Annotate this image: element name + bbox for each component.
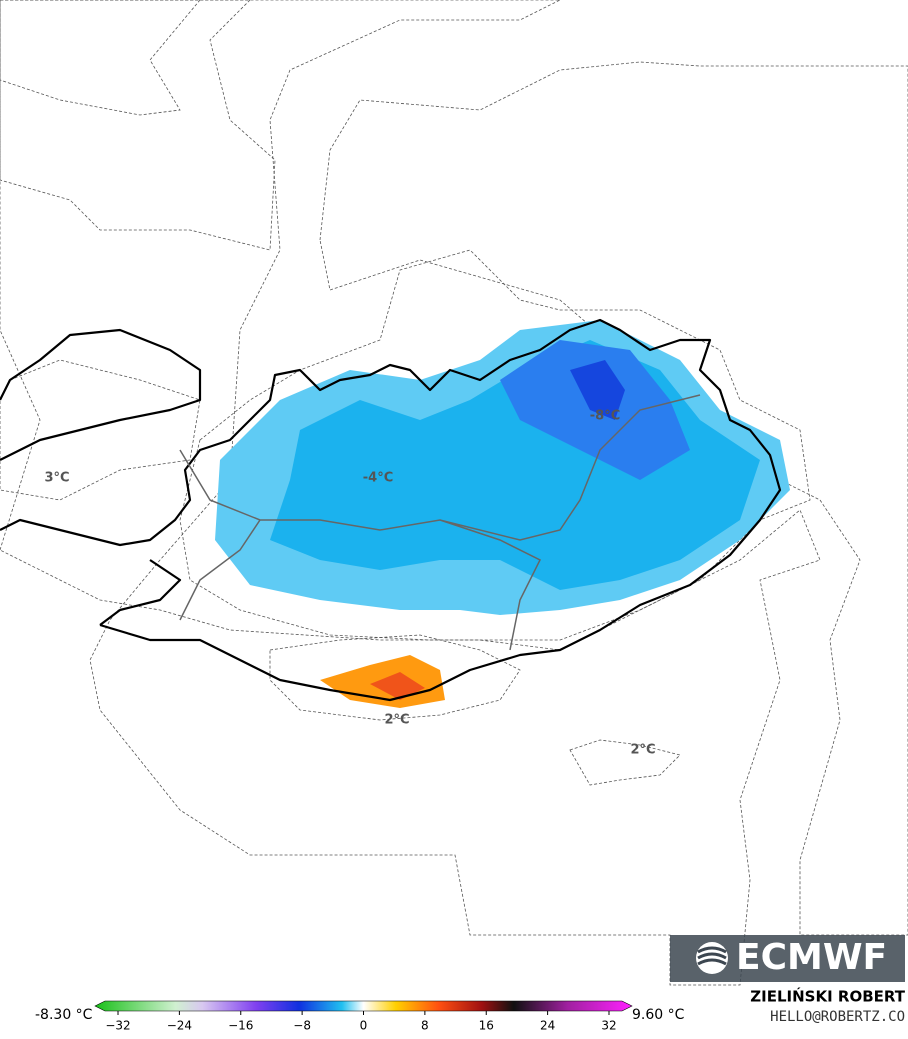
warm-zone-high — [0, 0, 201, 116]
colorbar-tick-label: 8 — [421, 1019, 429, 1033]
colorbar-tick-label: −16 — [228, 1019, 253, 1033]
logo-waves — [697, 946, 727, 966]
cold-darkest — [570, 360, 625, 420]
logo: ECMWF — [670, 935, 905, 982]
contour-label: 3°C — [44, 471, 69, 486]
cold-sky — [179, 249, 811, 641]
colorbar-tick-label: 16 — [479, 1019, 494, 1033]
contour-label: -8°C — [590, 409, 620, 424]
contour-label: 2°C — [630, 743, 655, 758]
colorbar-max: 9.60 °C — [632, 1007, 685, 1023]
colorbar: -8.30 °C 9.60 °C −32 −24 −16 −8 0 8 16 24 32 — [35, 1000, 685, 1033]
map: 3°C -4°C -8°C 2°C 2°C — [0, 0, 908, 986]
roads — [179, 394, 701, 651]
colorbar-tick-label: 32 — [601, 1019, 616, 1033]
warm-south — [269, 634, 521, 721]
colorbar-tick-label: −8 — [293, 1019, 311, 1033]
warm-zone-pale — [0, 0, 821, 986]
author-name: ZIELIŃSKI ROBERT — [750, 987, 905, 1006]
warm-east-patch — [569, 739, 681, 786]
colorbar-tick-label: 0 — [360, 1019, 368, 1033]
colorbar-min: -8.30 °C — [35, 1007, 93, 1023]
colorbar-tick-label: −32 — [105, 1019, 130, 1033]
contour-label: 2°C — [384, 713, 409, 728]
contour-label: -4°C — [363, 471, 393, 486]
colorbar-bar — [94, 1000, 633, 1012]
author-contact: HELLO@ROBERTZ.CO — [770, 1009, 905, 1025]
colorbar-tick-label: 24 — [540, 1019, 555, 1033]
colorbar-tick-label: −24 — [167, 1019, 192, 1033]
warm-west — [0, 359, 201, 501]
coastline — [0, 318, 782, 702]
warm-south-peak — [370, 672, 425, 700]
logo-text: ECMWF — [736, 937, 887, 978]
warm-zone-mid — [0, 0, 276, 251]
